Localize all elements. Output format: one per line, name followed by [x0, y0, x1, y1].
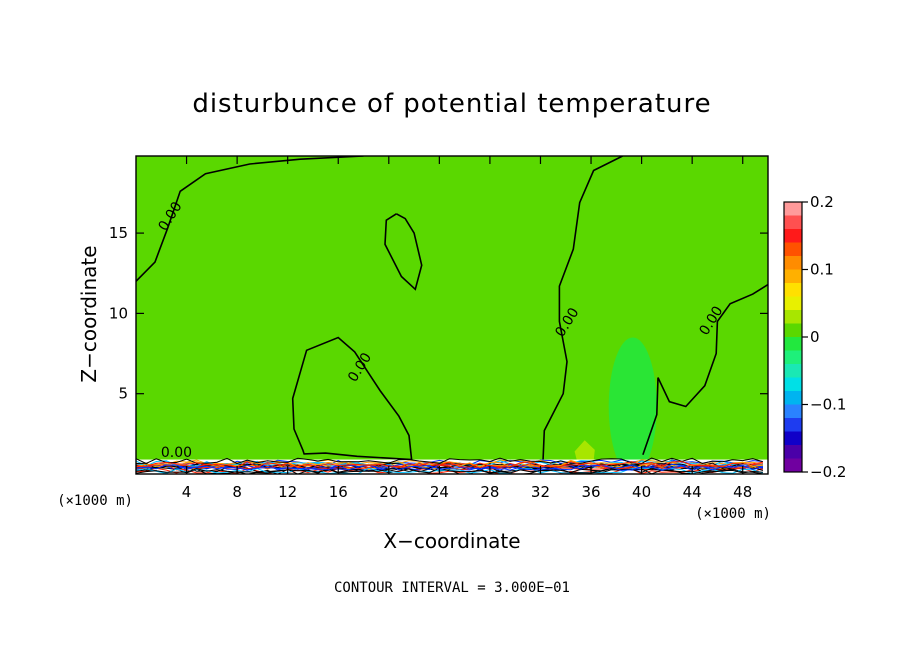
surface-contour-21	[136, 461, 763, 468]
x-tick-label-28: 28	[480, 483, 499, 501]
field-feature-5	[608, 337, 657, 474]
contour-field: 0.000.000.00 0.000.00	[136, 156, 768, 474]
background-field	[136, 156, 768, 474]
colorbar-swatch-2	[784, 229, 802, 243]
x-tick-label-24: 24	[430, 483, 449, 501]
contour-label-surface: 0.00	[161, 445, 192, 461]
contour-line-2	[291, 336, 413, 461]
plot-frame	[135, 155, 769, 475]
x-unit-left: (×1000 m)	[57, 493, 133, 509]
x-tick-label-44: 44	[683, 483, 702, 501]
colorbar-tick-label-1: 0.1	[810, 261, 834, 279]
colorbar-swatch-19	[784, 458, 802, 473]
y-tick-label-10: 10	[109, 304, 128, 322]
colorbar-tick-label-0: 0.2	[810, 193, 834, 211]
chart-title: disturbunce of potential temperature	[192, 89, 711, 119]
colorbar-swatch-12	[784, 364, 802, 378]
colorbar-swatch-7	[784, 296, 802, 311]
colorbar-swatch-10	[784, 337, 802, 351]
colorbar-swatch-8	[784, 310, 802, 324]
surface-contour-15	[136, 462, 763, 470]
contour-line-4	[642, 283, 768, 455]
x-tick-label-20: 20	[379, 483, 398, 501]
colorbar-swatch-16	[784, 418, 802, 432]
x-tick-label-12: 12	[278, 483, 297, 501]
x-tick-label-32: 32	[531, 483, 550, 501]
plot-area: 0.000.000.00 0.000.004 8 12 16 20 24 28 32 36 40 44…	[109, 155, 769, 501]
x-tick-label-36: 36	[581, 483, 600, 501]
colorbar-swatch-14	[784, 391, 802, 405]
colorbar-tick-label-2: 0	[810, 328, 820, 346]
colorbar-swatch-3	[784, 242, 802, 257]
surface-contour-20	[136, 464, 764, 471]
x-unit-right: (×1000 m)	[695, 506, 771, 522]
field-feature-6	[574, 440, 595, 462]
y-tick-label-5: 5	[118, 385, 128, 403]
colorbar: 0.2 0.1 0 −0.1 −0.2	[783, 193, 846, 481]
colorbar-swatch-9	[784, 323, 802, 338]
x-tick-label-8: 8	[232, 483, 242, 501]
contour-line-1	[384, 213, 423, 291]
colorbar-swatch-13	[784, 377, 802, 392]
colorbar-swatch-1	[784, 215, 802, 230]
x-tick-label-40: 40	[632, 483, 651, 501]
x-tick-label-4: 4	[182, 483, 192, 501]
colorbar-swatch-6	[784, 283, 802, 297]
colorbar-swatch-18	[784, 445, 802, 459]
colorbar-swatch-5	[784, 269, 802, 284]
colorbar-swatch-17	[784, 431, 802, 446]
contour-line-3	[542, 156, 623, 462]
surface-contour-18	[136, 457, 764, 465]
x-tick-label-16: 16	[329, 483, 348, 501]
y-tick-label-15: 15	[109, 224, 128, 242]
x-axis-label: X−coordinate	[383, 529, 520, 553]
colorbar-swatch-15	[784, 404, 802, 419]
y-axis-label: Z−coordinate	[77, 245, 101, 382]
contour-interval-note: CONTOUR INTERVAL = 3.000E−01	[334, 580, 570, 596]
surface-contour-12	[136, 462, 764, 470]
surface-layer	[136, 457, 768, 474]
colorbar-tick-label-3: −0.1	[810, 396, 846, 414]
colorbar-swatch-0	[784, 202, 802, 216]
x-tick-label-48: 48	[733, 483, 752, 501]
colorbar-tick-label-4: −0.2	[810, 463, 846, 481]
contour-line-0	[136, 156, 364, 282]
colorbar-swatch-11	[784, 350, 802, 365]
colorbar-swatch-4	[784, 256, 802, 270]
